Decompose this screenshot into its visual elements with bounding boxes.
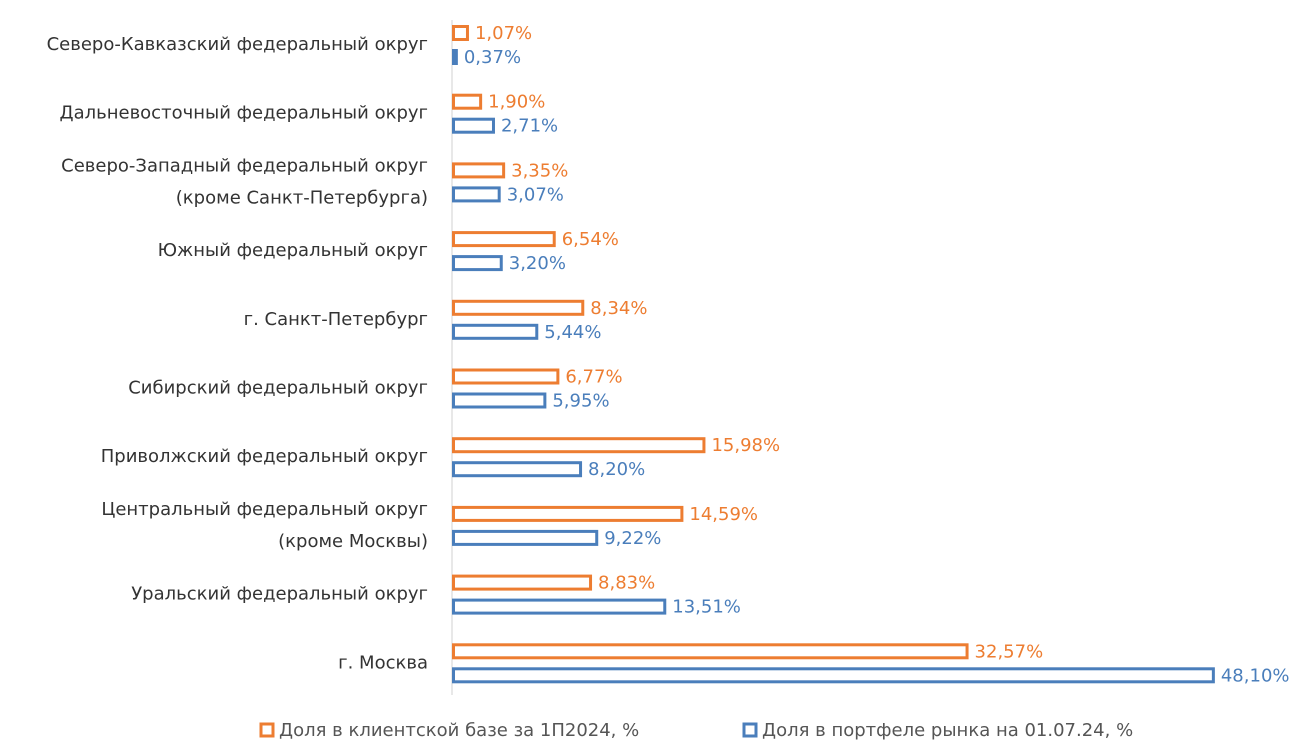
- value-label: 5,44%: [544, 322, 601, 343]
- bar: [452, 323, 539, 340]
- category-label: Северо-Западный федеральный округ: [61, 155, 428, 176]
- bar: [452, 93, 483, 110]
- bar: [452, 25, 469, 41]
- value-label: 8,83%: [598, 573, 655, 594]
- category-label: Сибирский федеральный округ: [128, 378, 428, 399]
- value-label: 8,34%: [590, 298, 647, 319]
- bar: [452, 186, 501, 203]
- category-label: Центральный федеральный округ: [101, 499, 428, 520]
- value-label: 3,20%: [509, 253, 566, 274]
- category-label: г. Москва: [338, 652, 428, 673]
- value-label: 3,35%: [511, 160, 568, 181]
- value-label: 32,57%: [975, 641, 1044, 662]
- bar: [452, 49, 458, 65]
- bar: [452, 231, 556, 248]
- bar: [452, 437, 706, 454]
- category-label: Южный федеральный округ: [158, 240, 428, 261]
- value-label: 14,59%: [689, 504, 758, 525]
- value-label: 8,20%: [588, 459, 645, 480]
- value-label: 2,71%: [501, 116, 558, 137]
- bar: [452, 529, 599, 546]
- bar: [452, 162, 506, 179]
- value-label: 15,98%: [711, 435, 780, 456]
- value-label: 6,77%: [565, 367, 622, 388]
- bar: [452, 461, 583, 478]
- value-label: 48,10%: [1221, 665, 1290, 686]
- bar: [452, 299, 585, 316]
- category-label: г. Санкт-Петербург: [244, 309, 428, 330]
- legend-swatch: [742, 722, 758, 738]
- category-label: Уральский федеральный округ: [131, 584, 428, 605]
- bar: [452, 667, 1215, 684]
- bar: [452, 255, 503, 272]
- category-label: Приволжский федеральный округ: [101, 446, 428, 467]
- category-label: (кроме Москвы): [278, 531, 428, 552]
- category-label: Дальневосточный федеральный округ: [60, 103, 428, 124]
- category-label: (кроме Санкт-Петербурга): [176, 187, 428, 208]
- legend-label: Доля в клиентской базе за 1П2024, %: [279, 720, 639, 740]
- legend-swatch: [259, 722, 275, 738]
- value-label: 5,95%: [552, 391, 609, 412]
- bar: [452, 368, 560, 385]
- bar: [452, 117, 495, 134]
- value-label: 13,51%: [672, 597, 741, 618]
- value-label: 1,90%: [488, 92, 545, 113]
- category-label: Северо-Кавказский федеральный округ: [47, 34, 428, 55]
- bar: [452, 505, 684, 522]
- value-label: 3,07%: [507, 184, 564, 205]
- value-label: 6,54%: [562, 229, 619, 250]
- value-label: 1,07%: [475, 23, 532, 44]
- bar: [452, 598, 667, 615]
- bar: [452, 574, 593, 591]
- bar: [452, 392, 547, 409]
- legend-label: Доля в портфеле рынка на 01.07.24, %: [762, 720, 1133, 740]
- value-label: 9,22%: [604, 528, 661, 549]
- value-label: 0,37%: [464, 47, 521, 68]
- bar: [452, 643, 969, 660]
